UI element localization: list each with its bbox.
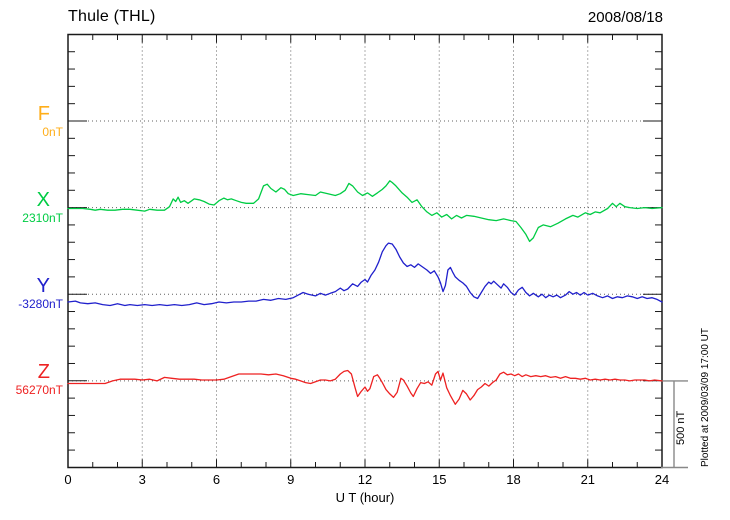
x-axis-label: U T (hour) — [335, 490, 395, 505]
series-letter-f: F — [37, 103, 50, 125]
scale-bar-label: 500 nT — [675, 410, 687, 445]
grid-lines — [68, 34, 662, 468]
series-letter-y: Y — [36, 275, 50, 297]
series-baseline-z: 56270nT — [15, 383, 63, 397]
x-tick-3: 3 — [138, 472, 146, 487]
x-tick-0: 0 — [64, 472, 72, 487]
plotted-at-note: Plotted at 2009/03/09 17:00 UT — [700, 328, 711, 467]
series-label-y: Y -3280nT — [0, 276, 63, 311]
x-tick-24: 24 — [654, 472, 670, 487]
series-letter-z: Z — [37, 361, 50, 383]
x-tick-18: 18 — [506, 472, 521, 487]
series-label-x: X 2310nT — [0, 190, 63, 225]
x-tick-9: 9 — [287, 472, 295, 487]
series-baseline-y: -3280nT — [18, 297, 63, 311]
x-tick-6: 6 — [212, 472, 221, 487]
series-baseline-x: 2310nT — [22, 211, 63, 225]
series-label-z: Z 56270nT — [0, 362, 63, 397]
station-title: Thule (THL) — [68, 8, 156, 25]
x-tick-15: 15 — [432, 472, 447, 487]
series-baseline-f: 0nT — [42, 125, 63, 139]
axis-ticks — [68, 34, 662, 468]
x-tick-21: 21 — [580, 472, 596, 487]
series-curve-z — [67, 369, 663, 405]
x-tick-12: 12 — [357, 472, 373, 487]
date-label: 2008/08/18 — [587, 9, 663, 26]
plot-frame — [67, 33, 663, 469]
series-label-f: F 0nT — [0, 104, 63, 139]
series-curve-x — [67, 180, 663, 243]
series-curve-y — [67, 242, 663, 307]
scale-bar — [661, 380, 688, 469]
series-letter-x: X — [36, 189, 50, 211]
